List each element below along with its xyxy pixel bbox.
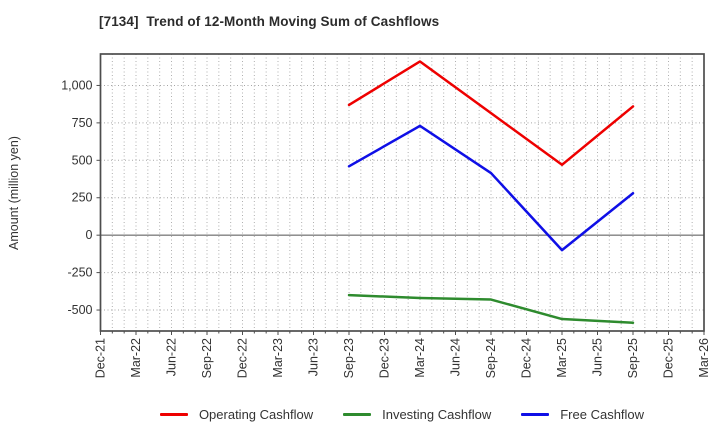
- legend: Operating Cashflow Investing Cashflow Free…: [100, 404, 704, 424]
- y-tick-label: 1,000: [61, 78, 92, 92]
- x-tick-label: Jun-22: [165, 338, 179, 376]
- x-tick-label: Dec-21: [94, 338, 108, 378]
- legend-label-operating-cashflow: Operating Cashflow: [198, 406, 314, 422]
- plot-frame: [99, 53, 705, 332]
- x-tick-label: Mar-23: [271, 338, 285, 378]
- x-tick-label: Dec-24: [520, 338, 534, 378]
- y-tick-label: 250: [72, 191, 93, 205]
- series-line-operating-cashflow: [347, 60, 635, 167]
- x-tick-label: Sep-23: [342, 338, 356, 378]
- x-tick-label: Dec-23: [378, 338, 392, 378]
- x-tick-label: Sep-24: [484, 338, 498, 378]
- legend-swatch-operating-cashflow: [159, 412, 188, 416]
- x-tick-label: Sep-22: [200, 338, 214, 378]
- x-tick-label: Dec-22: [236, 338, 250, 378]
- x-tick-label: Jun-25: [591, 338, 605, 376]
- legend-label-free-cashflow: Free Cashflow: [560, 406, 645, 422]
- chart-title: [7134] Trend of 12-Month Moving Sum of C…: [99, 14, 440, 29]
- x-tick-label: Mar-22: [129, 338, 143, 378]
- x-tick-label: Jun-24: [449, 338, 463, 376]
- legend-item-operating-cashflow: Operating Cashflow: [159, 406, 314, 422]
- y-tick-label: -250: [67, 266, 92, 280]
- x-tick-label: Jun-23: [307, 338, 321, 376]
- legend-item-investing-cashflow: Investing Cashflow: [343, 407, 491, 422]
- legend-swatch-free-cashflow: [521, 412, 550, 416]
- y-tick-label: 0: [86, 228, 93, 242]
- y-tick-label: -500: [67, 303, 92, 317]
- legend-label-investing-cashflow: Investing Cashflow: [382, 406, 492, 422]
- y-tick-label: 750: [72, 116, 93, 130]
- x-tick-label: Mar-26: [697, 338, 711, 378]
- series-line-free-cashflow: [347, 124, 635, 252]
- x-tick-label: Mar-25: [555, 338, 569, 378]
- x-tick-label: Dec-25: [662, 338, 676, 378]
- legend-swatch-investing-cashflow: [343, 412, 372, 416]
- x-tick-label: Mar-24: [413, 338, 427, 378]
- series-line-investing-cashflow: [347, 293, 635, 325]
- x-tick-label: Sep-25: [626, 338, 640, 378]
- y-tick-label: 500: [72, 153, 93, 167]
- legend-item-free-cashflow: Free Cashflow: [521, 407, 644, 422]
